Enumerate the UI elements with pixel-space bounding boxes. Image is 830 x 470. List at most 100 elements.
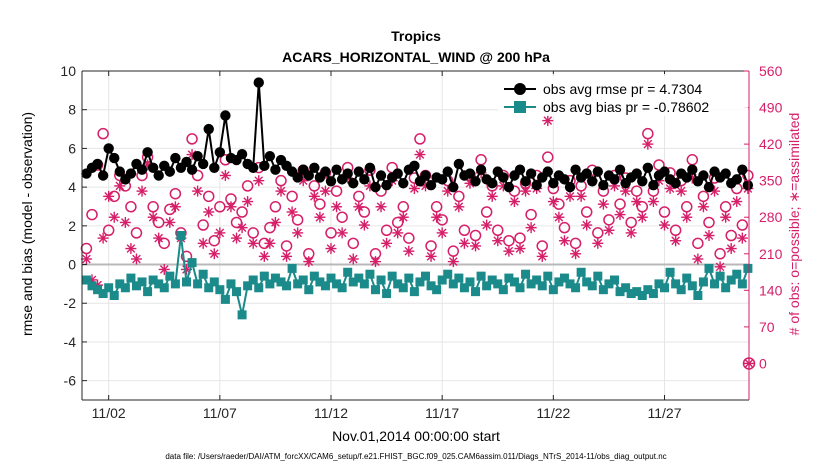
obs-possible-marker (330, 185, 343, 197)
bias-marker (587, 281, 597, 291)
obs-assimilated-marker (353, 201, 365, 213)
bias-marker (476, 271, 486, 281)
bias-marker (293, 279, 303, 289)
obs-assimilated-marker (614, 209, 626, 221)
star-stroke (643, 139, 653, 149)
x-tick-label: 11/07 (203, 405, 237, 421)
obs-assimilated-marker (681, 211, 693, 223)
rmse-marker (436, 174, 448, 185)
star-stroke (699, 202, 708, 212)
bias-marker (209, 277, 219, 287)
x-tick-label: 11/27 (648, 405, 682, 421)
star-stroke (159, 265, 169, 274)
bias-marker (98, 289, 108, 299)
obs-assimilated-marker (80, 253, 92, 265)
obs-possible-marker (592, 227, 604, 239)
rmse-marker (136, 164, 148, 175)
rmse-marker (609, 174, 620, 185)
rmse-marker (425, 179, 437, 191)
rmse-series-layer (81, 77, 754, 193)
y-left-tick-label: 8 (68, 102, 76, 118)
y-left-tick-label: 6 (68, 140, 76, 156)
obs-assimilated-marker (214, 227, 226, 239)
star-stroke (460, 238, 469, 248)
y-axis-left-label: rmse and bias (model - observation) (19, 112, 35, 336)
rmse-marker (214, 147, 226, 158)
obs-possible-marker (492, 224, 504, 237)
legend-box (498, 74, 748, 116)
bias-marker (615, 287, 625, 297)
obs-possible-marker (191, 169, 204, 182)
bias-marker (120, 283, 130, 293)
rmse-marker (303, 170, 314, 181)
obs-possible-marker (97, 127, 109, 140)
star-stroke (726, 244, 736, 253)
rmse-marker (448, 181, 459, 193)
obs-assimilated-marker (520, 185, 532, 197)
bias-marker (115, 279, 125, 289)
obs-possible-marker (703, 216, 715, 229)
obs-assimilated-marker (453, 201, 465, 213)
y-right-tick-label: 70 (759, 319, 775, 335)
obs-possible-marker (147, 201, 159, 213)
obs-possible-marker (614, 198, 626, 210)
bias-marker (320, 281, 330, 291)
bias-marker (459, 283, 469, 293)
obs-possible-marker (680, 201, 693, 213)
bias-marker (437, 275, 447, 285)
obs-assimilated-marker (269, 216, 281, 228)
y-right-tick-label: 0 (759, 355, 767, 371)
x-tick-label: 11/12 (314, 405, 348, 421)
rmse-marker (637, 176, 648, 187)
obs-assimilated-marker (508, 196, 520, 208)
bias-marker (643, 285, 653, 295)
rmse-marker (648, 179, 659, 191)
obs-assimilated-marker (369, 256, 381, 268)
bias-marker (154, 279, 164, 289)
star-stroke (426, 252, 436, 261)
rmse-marker (364, 162, 376, 173)
star-stroke (515, 244, 525, 253)
bias-marker (487, 275, 497, 285)
obs-possible-marker (719, 201, 732, 213)
obs-assimilated-marker (692, 253, 704, 265)
obs-assimilated-marker (136, 185, 148, 197)
bias-marker (704, 263, 714, 273)
star-stroke (404, 246, 414, 256)
obs-possible-marker (697, 190, 710, 203)
bias-marker (270, 273, 280, 283)
bias-marker (226, 279, 236, 289)
rmse-marker (525, 168, 537, 179)
bias-marker (671, 279, 681, 289)
obs-assimilated-marker (97, 232, 109, 244)
bias-marker (332, 279, 342, 289)
star-stroke (98, 233, 108, 243)
bias-marker (382, 289, 392, 299)
rmse-marker (514, 164, 526, 175)
bias-marker (687, 281, 697, 291)
bias-marker (593, 271, 603, 281)
bias-marker (265, 279, 275, 289)
obs-assimilated-marker (169, 201, 181, 213)
rmse-marker (247, 162, 259, 173)
obs-assimilated-marker (242, 196, 254, 208)
obs-possible-marker (414, 133, 426, 145)
star-stroke (526, 223, 536, 233)
legend-rmse-marker (514, 83, 526, 95)
star-stroke (104, 191, 114, 201)
x-tick-label: 11/02 (92, 405, 126, 421)
obs-assimilated-marker (258, 250, 270, 262)
bias-marker (137, 277, 147, 287)
bias-marker (232, 287, 242, 297)
star-stroke (432, 212, 441, 222)
obs-possible-marker (208, 234, 221, 247)
obs-possible-marker (542, 151, 554, 163)
rmse-marker (381, 179, 392, 191)
bias-marker (315, 277, 325, 287)
bias-marker (621, 283, 631, 293)
obs-possible-marker (353, 190, 365, 203)
rmse-marker (203, 123, 214, 135)
bias-marker (493, 279, 503, 289)
obs-possible-marker (642, 127, 654, 140)
rmse-marker (614, 164, 626, 175)
